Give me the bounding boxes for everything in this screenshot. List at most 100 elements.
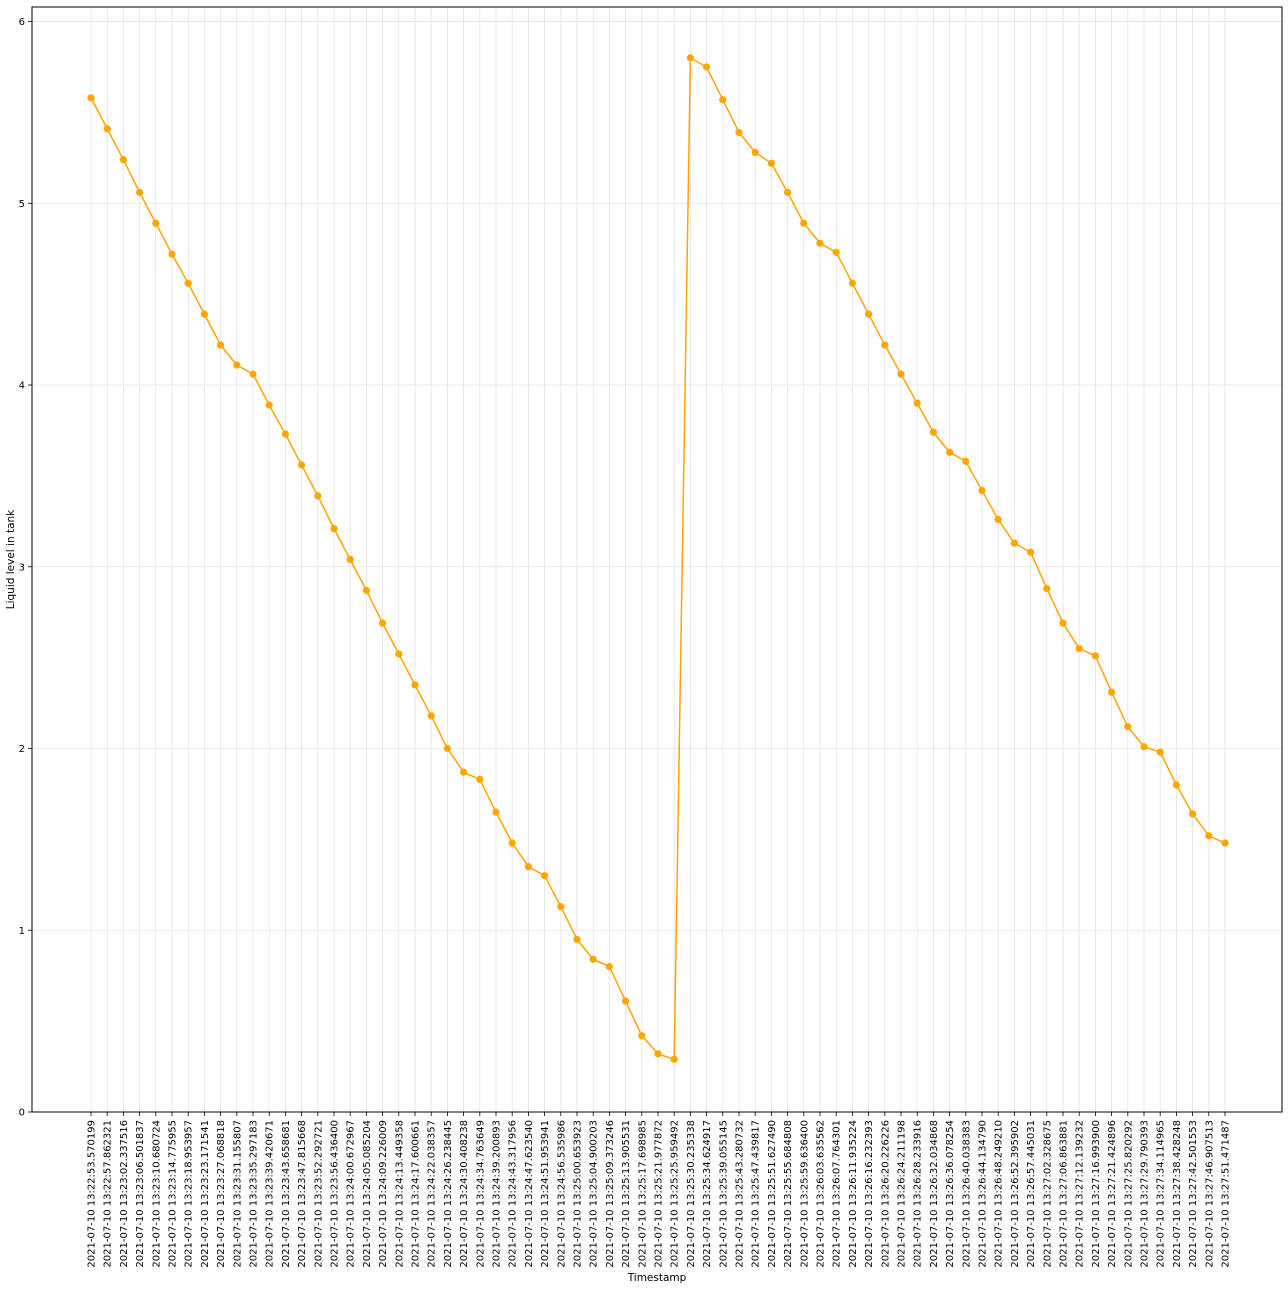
x-tick-label: 2021-07-10 13:26:52.395902 [1010,1120,1021,1268]
x-tick-label: 2021-07-10 13:24:34.763649 [475,1120,486,1268]
x-tick-label: 2021-07-10 13:27:21.424896 [1107,1120,1118,1268]
data-point [443,744,451,753]
data-point [249,370,257,378]
x-tick-label: 2021-07-10 13:25:04.900203 [589,1120,600,1268]
x-tick-label: 2021-07-10 13:24:56.535986 [556,1120,567,1268]
x-axis-title: Timestamp [627,1272,687,1284]
x-tick-label: 2021-07-10 13:25:09.373246 [605,1120,616,1268]
x-tick-label: 2021-07-10 13:23:35.297183 [249,1120,260,1268]
data-point [379,619,387,627]
data-point [865,310,873,318]
x-tick-label: 2021-07-10 13:26:28.233916 [913,1120,924,1268]
x-tick-label: 2021-07-10 13:24:22.038357 [427,1120,438,1268]
x-tick-label: 2021-07-10 13:23:18.953957 [184,1120,195,1268]
y-tick-label: 5 [19,199,25,210]
x-tick-label: 2021-07-10 13:23:23.171541 [200,1120,211,1268]
data-point [314,492,322,500]
x-tick-label: 2021-07-10 13:23:02.337516 [119,1120,130,1268]
y-tick-label: 4 [19,381,25,392]
x-tick-label: 2021-07-10 13:25:51.627490 [767,1120,778,1268]
data-point [735,128,743,137]
data-point [751,148,759,156]
data-point [897,370,905,378]
x-tick-label: 2021-07-10 13:26:07.764301 [832,1120,843,1268]
data-point [622,997,630,1005]
x-tick-label: 2021-07-10 13:24:39.200893 [492,1120,503,1268]
data-point [87,94,95,102]
x-tick-label: 2021-07-10 13:27:51.471487 [1221,1120,1232,1268]
data-point [978,486,986,495]
x-tick-label: 2021-07-10 13:26:03.635562 [816,1120,827,1268]
data-point [136,188,144,196]
data-point [330,525,338,533]
data-point [946,448,954,456]
y-tick-label: 3 [19,562,25,573]
data-point [881,341,889,349]
y-tick-label: 6 [19,17,25,28]
data-point [541,872,549,880]
data-point [508,839,516,847]
data-point [1091,652,1099,660]
data-point [492,808,500,816]
series-markers [87,54,1229,1063]
x-tick-label: 2021-07-10 13:23:56.436400 [330,1120,341,1268]
x-tick-label: 2021-07-10 13:24:13.449358 [394,1120,405,1268]
data-point [686,54,695,62]
x-tick-label: 2021-07-10 13:23:47.815668 [297,1120,308,1268]
data-point [1189,810,1197,818]
x-tick-label: 2021-07-10 13:27:38.428248 [1172,1120,1183,1268]
y-axis-title: Liquid level in tank [5,509,17,609]
data-point [152,219,160,227]
data-point [217,341,225,349]
data-point [524,863,533,871]
x-tick-label: 2021-07-10 13:27:06.863881 [1059,1120,1070,1268]
x-tick-label: 2021-07-10 13:23:14.775955 [168,1120,179,1268]
data-point [573,935,581,943]
data-point [119,156,127,164]
data-point [1156,748,1164,756]
data-point [1027,548,1035,556]
x-tick-label: 2021-07-10 13:25:34.624917 [702,1120,713,1268]
x-tick-label: 2021-07-10 13:26:57.445031 [1026,1120,1037,1268]
x-tick-label: 2021-07-10 13:26:44.134790 [978,1120,989,1268]
x-tick-label: 2021-07-10 13:23:10.680724 [151,1120,162,1268]
data-point [719,96,727,104]
data-point [784,188,792,196]
x-tick-label: 2021-07-10 13:26:36.078254 [945,1120,956,1268]
x-tick-label: 2021-07-10 13:24:51.953941 [540,1120,551,1268]
data-point [1010,539,1019,547]
data-point [962,457,970,465]
data-point [233,361,241,369]
data-point [1221,839,1229,847]
data-point [362,586,370,594]
x-tick-label: 2021-07-10 13:25:55.684808 [783,1120,794,1268]
x-tick-label: 2021-07-10 13:24:09.226009 [378,1120,389,1268]
x-tick-label: 2021-07-10 13:26:32.034868 [929,1120,940,1268]
data-point [200,310,208,318]
data-point [1075,644,1083,653]
data-point [848,279,857,287]
data-point [427,712,435,720]
x-tick-label: 2021-07-10 13:23:43.658681 [281,1120,292,1268]
data-point [103,125,111,133]
x-tick-label: 2021-07-10 13:27:29.790393 [1140,1120,1151,1268]
x-tick-label: 2021-07-10 13:27:12.139232 [1075,1120,1086,1268]
x-tick-label: 2021-07-10 13:24:17.600661 [411,1120,422,1268]
x-tick-label: 2021-07-10 13:27:42.501553 [1188,1120,1199,1268]
data-point [168,250,176,258]
x-tick-label: 2021-07-10 13:25:17.698985 [637,1120,648,1268]
x-tick-label: 2021-07-10 13:24:30.408238 [459,1120,470,1268]
data-point [281,430,289,438]
x-tick-label: 2021-07-10 13:26:24.211198 [897,1120,908,1268]
x-tick-label: 2021-07-10 13:24:26.238445 [443,1120,454,1268]
x-tick-label: 2021-07-10 13:26:11.935224 [848,1120,859,1268]
data-point [670,1055,678,1063]
data-point [703,63,711,71]
y-tick-label: 0 [19,1108,25,1119]
x-tick-label: 2021-07-10 13:23:39.420671 [265,1120,276,1268]
x-tick-label: 2021-07-10 13:25:25.959492 [670,1120,681,1268]
x-tick-label: 2021-07-10 13:27:02.328675 [1042,1120,1053,1268]
data-point [1140,743,1148,751]
x-tick-label: 2021-07-10 13:24:00.672967 [346,1120,357,1268]
data-point [767,159,776,167]
